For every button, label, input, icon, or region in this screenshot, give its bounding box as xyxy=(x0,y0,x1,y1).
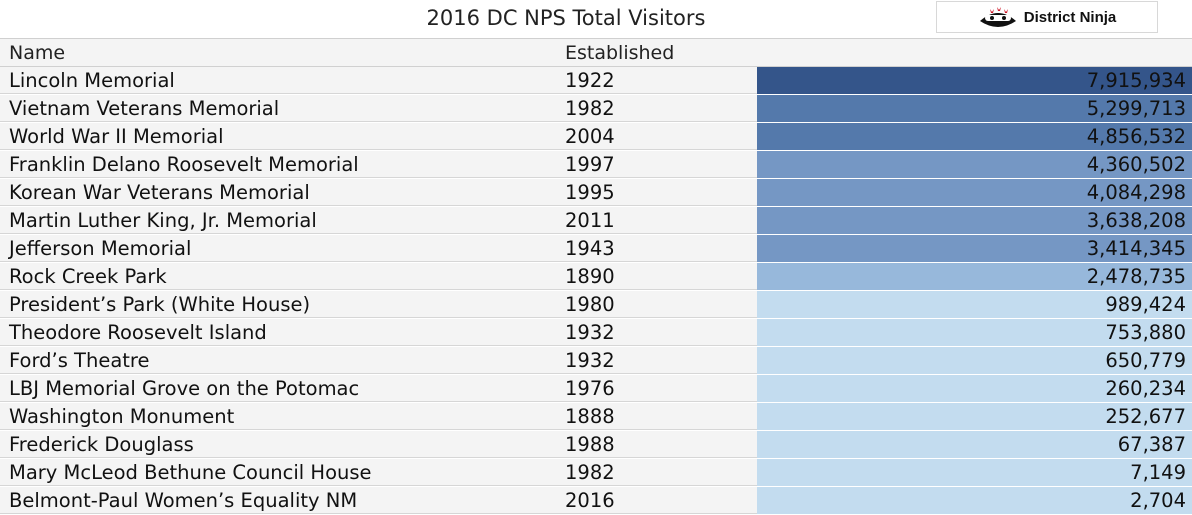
row-visitors-cell: 989,424 xyxy=(757,291,1192,318)
logo-text: District Ninja xyxy=(1023,8,1117,26)
visitors-table: Name Established Lincoln Memorial 1922 7,9… xyxy=(0,38,1192,515)
table-row: Frederick Douglass 1988 67,387 xyxy=(0,431,1192,459)
table-row: Jefferson Memorial 1943 3,414,345 xyxy=(0,235,1192,263)
row-established: 1995 xyxy=(556,179,757,206)
row-name: Belmont-Paul Women’s Equality NM xyxy=(0,487,556,514)
row-visitors-cell: 4,856,532 xyxy=(757,123,1192,150)
row-name: Frederick Douglass xyxy=(0,431,556,458)
ninja-logo-icon xyxy=(979,7,1016,27)
table-row: World War II Memorial 2004 4,856,532 xyxy=(0,123,1192,151)
table-row: Franklin Delano Roosevelt Memorial 1997 4,… xyxy=(0,151,1192,179)
table-row: Washington Monument 1888 252,677 xyxy=(0,403,1192,431)
table-row: Rock Creek Park 1890 2,478,735 xyxy=(0,263,1192,291)
row-established: 1932 xyxy=(556,319,757,346)
row-established: 1890 xyxy=(556,263,757,290)
row-visitors-cell: 260,234 xyxy=(757,375,1192,402)
row-visitors-cell: 7,915,934 xyxy=(757,67,1192,94)
row-established: 1932 xyxy=(556,347,757,374)
row-visitors-cell: 5,299,713 xyxy=(757,95,1192,122)
row-established: 1943 xyxy=(556,235,757,262)
row-name: Vietnam Veterans Memorial xyxy=(0,95,556,122)
table-row: Ford’s Theatre 1932 650,779 xyxy=(0,347,1192,375)
row-name: LBJ Memorial Grove on the Potomac xyxy=(0,375,556,402)
row-visitors-cell: 2,704 xyxy=(757,487,1192,514)
row-name: Franklin Delano Roosevelt Memorial xyxy=(0,151,556,178)
row-established: 2016 xyxy=(556,487,757,514)
row-name: Lincoln Memorial xyxy=(0,67,556,94)
table-body: Lincoln Memorial 1922 7,915,934 Vietnam Vet… xyxy=(0,67,1192,515)
column-header-established: Established xyxy=(565,41,675,64)
row-name: Theodore Roosevelt Island xyxy=(0,319,556,346)
row-established: 1922 xyxy=(556,67,757,94)
row-visitors-cell: 7,149 xyxy=(757,459,1192,486)
row-name: Rock Creek Park xyxy=(0,263,556,290)
row-established: 1988 xyxy=(556,431,757,458)
row-visitors-cell: 2,478,735 xyxy=(757,263,1192,290)
row-visitors-cell: 3,638,208 xyxy=(757,207,1192,234)
row-visitors-cell: 3,414,345 xyxy=(757,235,1192,262)
row-established: 1976 xyxy=(556,375,757,402)
table-row: President’s Park (White House) 1980 989,42… xyxy=(0,291,1192,319)
column-header-name: Name xyxy=(9,41,66,64)
row-established: 1997 xyxy=(556,151,757,178)
table-row: Vietnam Veterans Memorial 1982 5,299,713 xyxy=(0,95,1192,123)
row-name: President’s Park (White House) xyxy=(0,291,556,318)
row-name: Jefferson Memorial xyxy=(0,235,556,262)
row-established: 1888 xyxy=(556,403,757,430)
table-row: Lincoln Memorial 1922 7,915,934 xyxy=(0,67,1192,95)
row-name: Martin Luther King, Jr. Memorial xyxy=(0,207,556,234)
table-row: Korean War Veterans Memorial 1995 4,084,29… xyxy=(0,179,1192,207)
row-established: 2011 xyxy=(556,207,757,234)
table-row: Mary McLeod Bethune Council House 1982 7,1… xyxy=(0,459,1192,487)
row-name: World War II Memorial xyxy=(0,123,556,150)
table-row: Martin Luther King, Jr. Memorial 2011 3,63… xyxy=(0,207,1192,235)
row-visitors-cell: 4,360,502 xyxy=(757,151,1192,178)
row-visitors-cell: 753,880 xyxy=(757,319,1192,346)
row-visitors-cell: 650,779 xyxy=(757,347,1192,374)
row-visitors-cell: 252,677 xyxy=(757,403,1192,430)
row-established: 1982 xyxy=(556,459,757,486)
row-established: 1980 xyxy=(556,291,757,318)
row-name: Korean War Veterans Memorial xyxy=(0,179,556,206)
table-row: LBJ Memorial Grove on the Potomac 1976 260… xyxy=(0,375,1192,403)
row-established: 2004 xyxy=(556,123,757,150)
row-name: Washington Monument xyxy=(0,403,556,430)
row-visitors-cell: 4,084,298 xyxy=(757,179,1192,206)
table-header: Name Established xyxy=(0,39,1192,67)
row-name: Mary McLeod Bethune Council House xyxy=(0,459,556,486)
row-visitors-cell: 67,387 xyxy=(757,431,1192,458)
table-row: Theodore Roosevelt Island 1932 753,880 xyxy=(0,319,1192,347)
table-row: Belmont-Paul Women’s Equality NM 2016 2,70… xyxy=(0,487,1192,515)
chart-title: 2016 DC NPS Total Visitors xyxy=(426,6,706,30)
logo: District Ninja xyxy=(936,1,1158,33)
row-name: Ford’s Theatre xyxy=(0,347,556,374)
row-established: 1982 xyxy=(556,95,757,122)
